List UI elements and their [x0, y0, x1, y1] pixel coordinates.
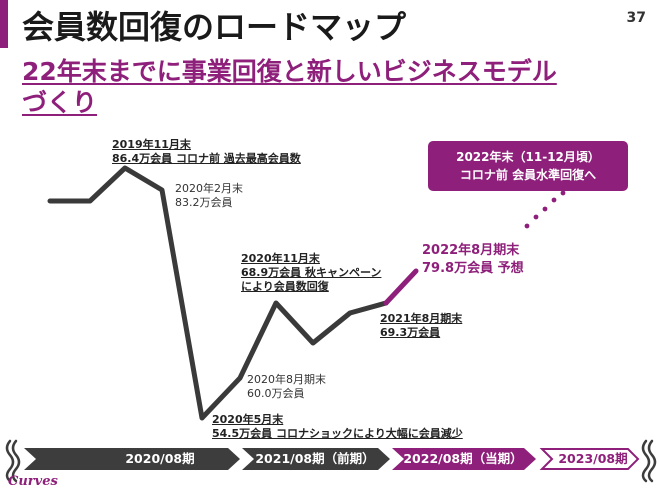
- recovery-callout-box: 2022年末（11-12月頃） コロナ前 会員水準回復へ: [428, 141, 628, 191]
- annotation-line: 68.9万会員 秋キャンペーン: [241, 266, 382, 279]
- forecast-dots: [524, 190, 566, 229]
- page-number: 37: [626, 10, 646, 26]
- brand-logo: Curves: [8, 474, 58, 489]
- annotation-aug-2021: 2021年8月期末 69.3万会員: [380, 312, 462, 340]
- annotation-line: により会員数回復: [241, 280, 329, 293]
- member-line-forecast: [383, 268, 419, 306]
- page-title: 会員数回復のロードマップ: [22, 8, 407, 46]
- callout-line: コロナ前 会員水準回復へ: [459, 168, 597, 182]
- forecast-dot: [524, 223, 530, 229]
- annotation-line: 86.4万会員 コロナ前 過去最高会員数: [112, 152, 301, 165]
- page-subtitle: 22年末までに事業回復と新しいビジネスモデル づくり: [22, 56, 557, 118]
- timeline-break-right-icon: [641, 439, 657, 483]
- forecast-line: 79.8万会員 予想: [422, 261, 524, 276]
- annotation-line: 2020年5月末: [212, 413, 284, 426]
- callout-line: 2022年末（11-12月頃）: [456, 150, 600, 164]
- annotation-line: 2020年2月末: [175, 182, 243, 195]
- annotation-nov-2020: 2020年11月末 68.9万会員 秋キャンペーン により会員数回復: [241, 252, 381, 294]
- timeline-label-2021: 2021/08期（前期）: [255, 451, 375, 466]
- forecast-dot: [542, 206, 548, 212]
- annotation-line: 60.0万会員: [247, 387, 305, 400]
- timeline-segment-2022: [392, 448, 536, 470]
- forecast-dot: [551, 197, 557, 203]
- annotation-aug-2020: 2020年8月期末 60.0万会員: [247, 373, 326, 401]
- subtitle-line-1: 22年末までに事業回復と新しいビジネスモデル: [22, 57, 557, 86]
- annotation-feb-2020: 2020年2月末 83.2万会員: [175, 182, 243, 210]
- forecast-line: 2022年8月期末: [422, 243, 520, 258]
- member-line-actual: [47, 165, 389, 421]
- timeline-segment-2023: [539, 448, 640, 470]
- title-accent-bar: [0, 0, 8, 48]
- annotation-line: 2021年8月期末: [380, 312, 463, 325]
- annotation-line: 69.3万会員: [380, 326, 441, 339]
- timeline-label-2022: 2022/08期（当期）: [403, 451, 523, 466]
- annotation-line: 83.2万会員: [175, 196, 233, 209]
- timeline-label-2020: 2020/08期: [125, 451, 195, 466]
- forecast-dot: [533, 214, 539, 220]
- annotation-peak-2019-11: 2019年11月末 86.4万会員 コロナ前 過去最高会員数: [112, 138, 301, 166]
- timeline-label-2023: 2023/08期: [558, 451, 628, 466]
- annotation-line: 2020年11月末: [241, 252, 320, 265]
- timeline-break-left-icon: [5, 439, 21, 483]
- annotation-may-2020: 2020年5月末 54.5万会員 コロナショックにより大幅に会員減少: [212, 413, 463, 441]
- annotation-forecast-2022: 2022年8月期末 79.8万会員 予想: [422, 242, 524, 278]
- timeline-labels: 2020/08期 2021/08期（前期） 2022/08期（当期） 2023/…: [0, 446, 660, 472]
- timeline-segment-2021: [242, 448, 390, 470]
- timeline-segment-2020: [24, 448, 240, 470]
- forecast-dot: [560, 190, 566, 196]
- subtitle-line-2: づくり: [22, 88, 98, 117]
- annotation-line: 2019年11月末: [112, 138, 191, 151]
- annotation-line: 54.5万会員 コロナショックにより大幅に会員減少: [212, 427, 463, 440]
- annotation-line: 2020年8月期末: [247, 373, 326, 386]
